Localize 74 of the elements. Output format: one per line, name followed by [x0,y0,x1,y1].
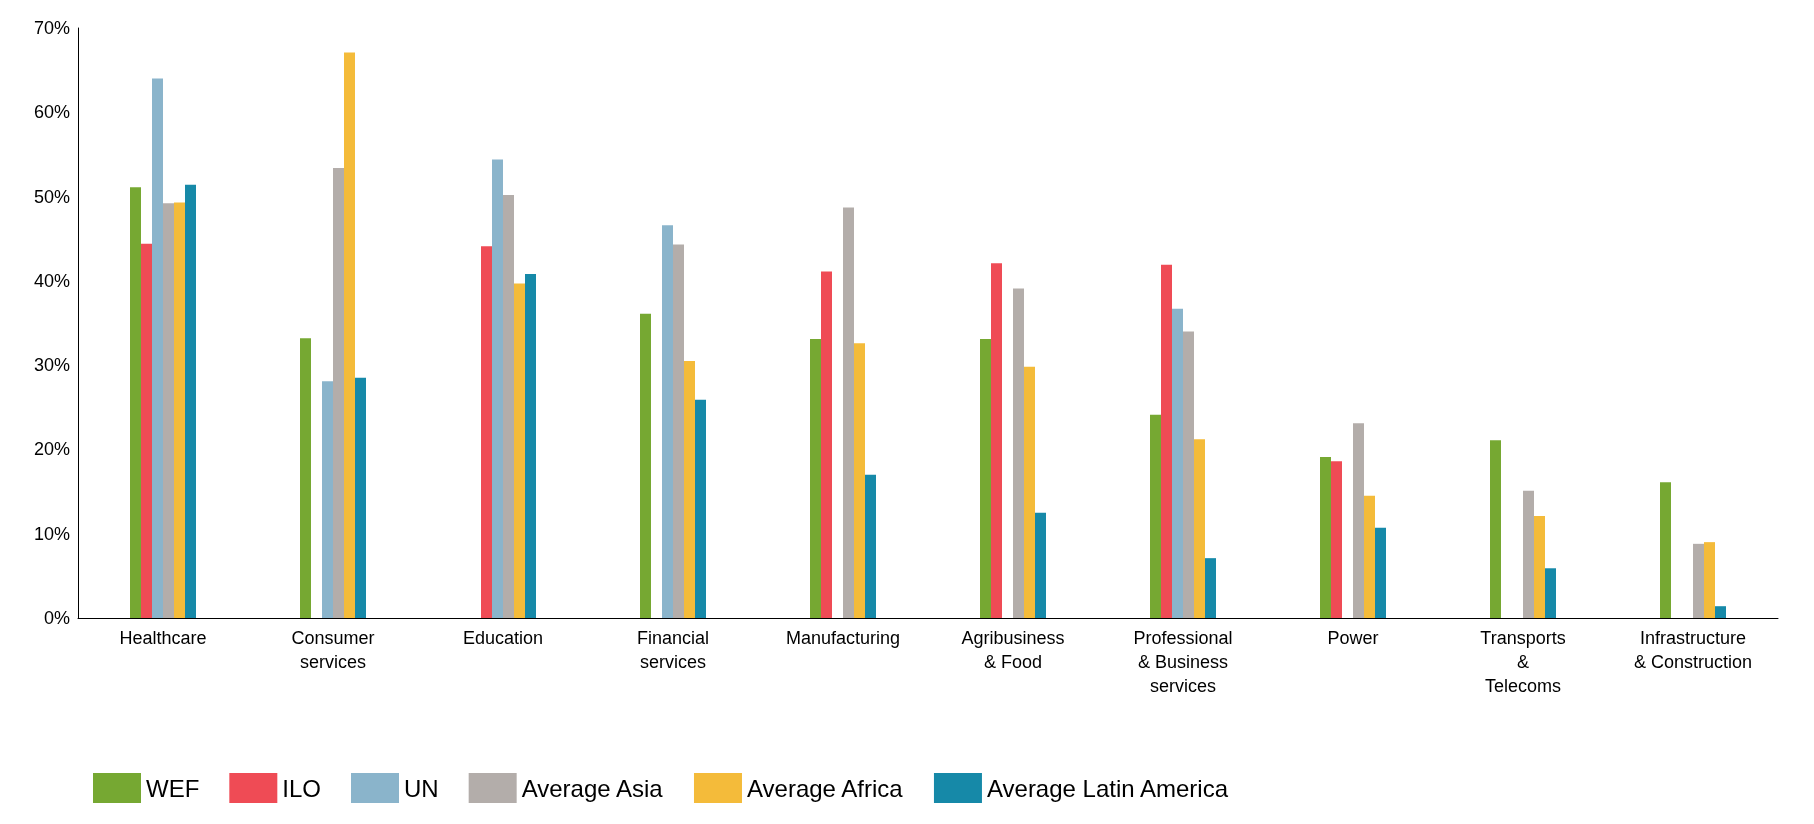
bar [1013,288,1024,618]
y-tick-label: 0% [43,608,70,628]
x-tick-label: Infrastructure & Construction [1633,628,1753,672]
y-tick-label: 50% [33,186,70,207]
bar [525,274,536,618]
x-tick-label: Education [462,628,544,648]
legend-label: Average Asia [521,774,664,802]
x-tick-label: Agribusiness & Food [961,628,1065,672]
bar [333,167,344,618]
bar [1364,495,1375,618]
bar [1035,512,1046,618]
bar [854,343,865,618]
x-tick-label: Transports & Telecoms [1480,628,1566,696]
bar [322,381,333,618]
legend-label: ILO [282,774,322,802]
bar [991,263,1002,618]
legend-label: UN [404,774,439,802]
legend-label: Average Latin America [986,774,1229,802]
bar [300,338,311,618]
bar [130,187,141,618]
bar [152,78,163,618]
bar [163,203,174,618]
bar [1183,331,1194,618]
bar [1704,542,1715,618]
x-tick-label: Manufacturing [785,628,901,648]
bar [492,159,503,618]
x-tick-label: Power [1327,628,1379,648]
y-tick-label: 30% [33,355,70,376]
bar [1205,558,1216,618]
bar [1161,264,1172,618]
y-tick-label: 60% [33,102,70,123]
bar [980,339,991,618]
x-tick-label: Financial services [636,628,710,672]
bar [1375,527,1386,618]
bar [481,246,492,618]
bar [355,377,366,618]
bar [1545,568,1556,618]
bar [344,52,355,618]
x-tick-label: Healthcare [119,628,207,648]
bar [1534,516,1545,618]
legend-label: WEF [146,774,200,802]
y-tick-label: 40% [33,270,70,291]
bar [1172,308,1183,618]
bar [185,184,196,618]
bar [865,474,876,618]
bar [1523,490,1534,618]
bar [1150,414,1161,618]
bar [640,313,651,618]
x-tick-label: Consumer services [291,628,375,672]
bar [684,360,695,618]
bar [503,194,514,618]
bar [1320,457,1331,618]
bar [1194,439,1205,618]
bar [673,244,684,618]
bar [1024,366,1035,618]
bar [1660,482,1671,618]
bar [1331,461,1342,618]
bar [514,283,525,618]
bar [662,225,673,618]
bar [843,207,854,618]
bar [174,202,185,618]
y-tick-label: 20% [33,439,70,460]
y-tick-label: 70% [33,18,70,38]
bar [1715,606,1726,618]
bar [810,339,821,618]
bar [1693,543,1704,618]
legend-label: Average Africa [746,774,904,802]
x-tick-label: Professional & Business services [1133,628,1233,696]
bar [1353,423,1364,618]
bar [1490,440,1501,618]
y-tick-label: 10% [33,523,70,544]
bar [141,243,152,618]
bar [821,271,832,618]
bar [695,399,706,618]
